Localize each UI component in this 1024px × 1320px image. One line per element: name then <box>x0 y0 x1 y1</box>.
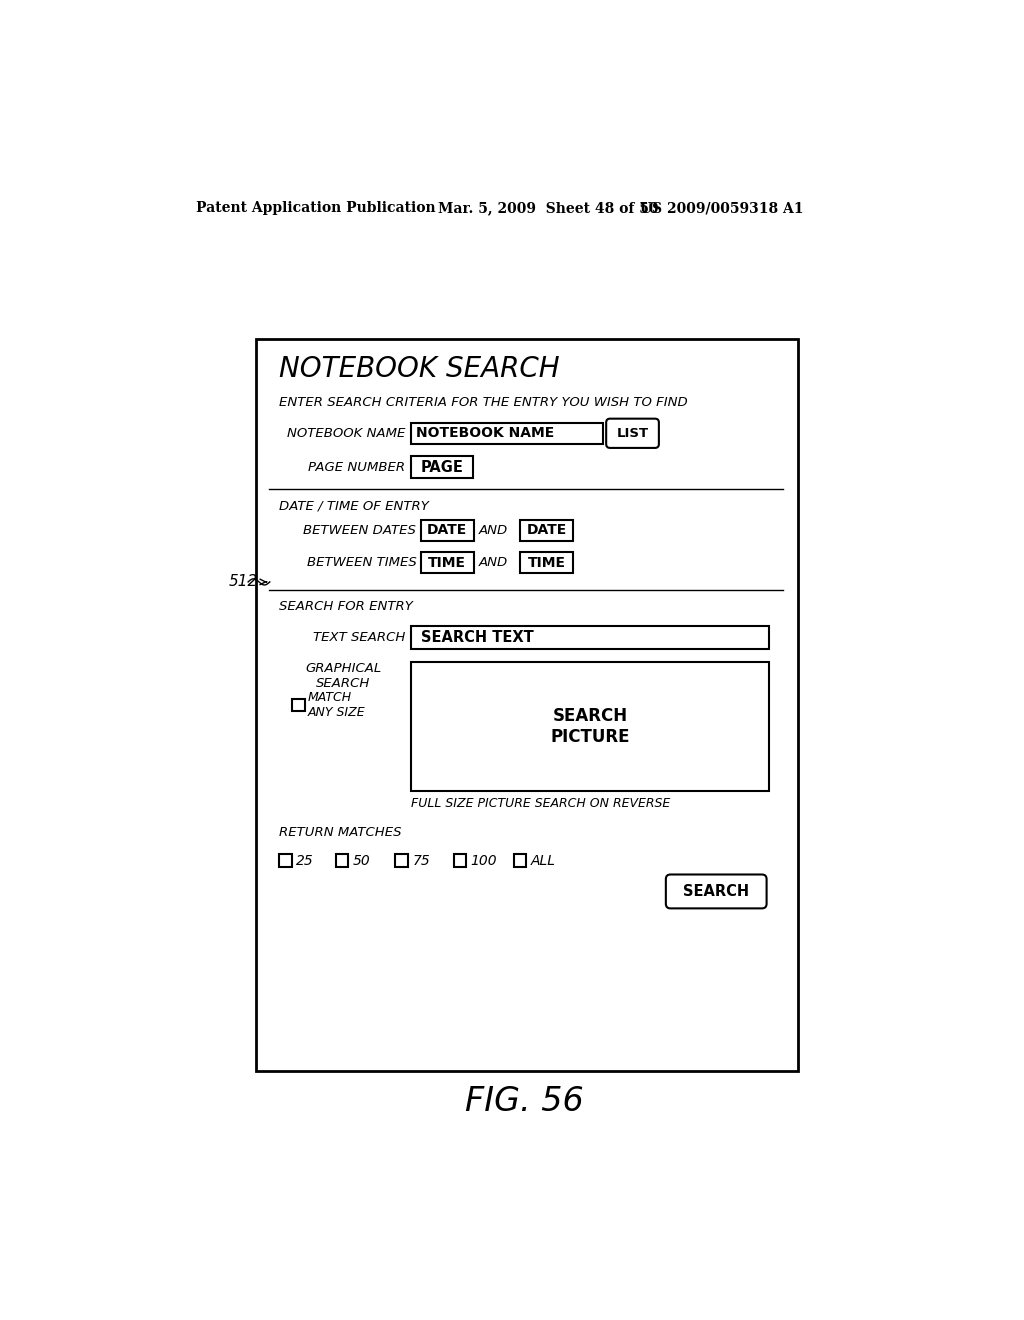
Bar <box>520 552 572 573</box>
Text: NOTEBOOK NAME: NOTEBOOK NAME <box>287 426 406 440</box>
Text: DATE / TIME OF ENTRY: DATE / TIME OF ENTRY <box>280 499 429 512</box>
Bar <box>280 854 292 867</box>
Bar <box>336 854 348 867</box>
Text: SEARCH FOR ENTRY: SEARCH FOR ENTRY <box>280 601 413 612</box>
Bar <box>292 700 305 711</box>
Text: SEARCH
PICTURE: SEARCH PICTURE <box>550 708 630 746</box>
Text: AND: AND <box>478 524 508 537</box>
Bar <box>411 422 603 444</box>
Text: FIG. 56: FIG. 56 <box>466 1085 584 1118</box>
Bar <box>421 520 474 541</box>
Text: RETURN MATCHES: RETURN MATCHES <box>280 826 401 840</box>
Bar <box>256 339 799 1071</box>
Text: 512: 512 <box>228 574 258 590</box>
Text: GRAPHICAL
SEARCH: GRAPHICAL SEARCH <box>305 661 382 690</box>
Text: DATE: DATE <box>526 523 566 537</box>
Text: NOTEBOOK NAME: NOTEBOOK NAME <box>417 426 555 441</box>
Text: SEARCH: SEARCH <box>683 884 750 899</box>
Text: TIME: TIME <box>428 556 466 570</box>
Text: 100: 100 <box>471 854 498 867</box>
Text: ALL: ALL <box>531 854 556 867</box>
Text: LIST: LIST <box>616 426 648 440</box>
Text: 75: 75 <box>413 854 430 867</box>
Bar <box>411 626 769 649</box>
Bar <box>520 520 572 541</box>
Bar <box>421 552 474 573</box>
Text: BETWEEN TIMES: BETWEEN TIMES <box>306 556 417 569</box>
Text: AND: AND <box>478 556 508 569</box>
Bar <box>411 663 769 792</box>
Bar <box>395 854 408 867</box>
Text: TEXT SEARCH: TEXT SEARCH <box>313 631 406 644</box>
Text: 25: 25 <box>296 854 314 867</box>
Text: 50: 50 <box>352 854 371 867</box>
Text: Patent Application Publication: Patent Application Publication <box>197 202 436 215</box>
Text: NOTEBOOK SEARCH: NOTEBOOK SEARCH <box>280 355 560 383</box>
Bar <box>454 854 466 867</box>
Text: TIME: TIME <box>527 556 565 570</box>
Text: US 2009/0059318 A1: US 2009/0059318 A1 <box>640 202 803 215</box>
Text: FULL SIZE PICTURE SEARCH ON REVERSE: FULL SIZE PICTURE SEARCH ON REVERSE <box>411 797 670 810</box>
Text: ENTER SEARCH CRITERIA FOR THE ENTRY YOU WISH TO FIND: ENTER SEARCH CRITERIA FOR THE ENTRY YOU … <box>280 396 688 409</box>
FancyBboxPatch shape <box>606 418 658 447</box>
Text: SEARCH TEXT: SEARCH TEXT <box>421 630 534 645</box>
Text: MATCH
ANY SIZE: MATCH ANY SIZE <box>308 692 366 719</box>
Text: PAGE NUMBER: PAGE NUMBER <box>308 461 406 474</box>
Text: Mar. 5, 2009  Sheet 48 of 50: Mar. 5, 2009 Sheet 48 of 50 <box>438 202 658 215</box>
Text: PAGE: PAGE <box>421 459 463 475</box>
Text: BETWEEN DATES: BETWEEN DATES <box>303 524 417 537</box>
Bar <box>514 854 526 867</box>
Text: DATE: DATE <box>427 523 467 537</box>
Bar <box>411 457 473 478</box>
FancyBboxPatch shape <box>666 875 767 908</box>
